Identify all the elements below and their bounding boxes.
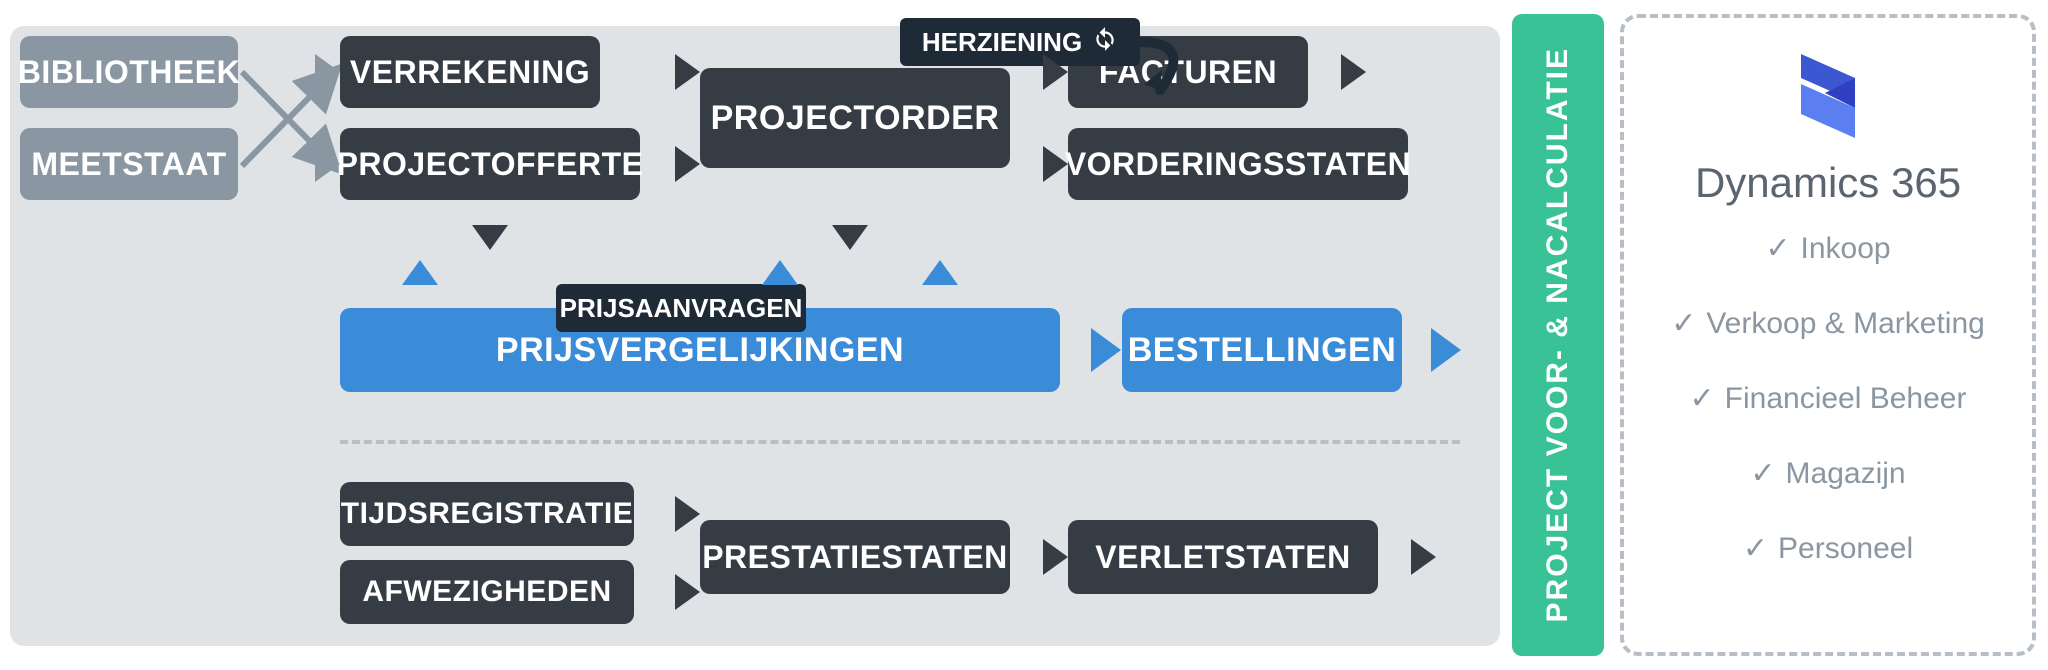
side-item: ✓ Financieel Beheer [1690,381,1967,416]
side-item-label: Personeel [1778,532,1913,566]
check-icon: ✓ [1671,306,1696,341]
refresh-icon [1092,26,1118,59]
arrow-prestatie-to-verlet [1043,539,1068,575]
arrow-prijsverg-up-c [922,260,958,285]
node-prestatiestaten: PRESTATIESTATEN [700,520,1010,594]
node-bibliotheek: BIBLIOTHEEK [20,36,238,108]
arrow-bibliotheek-to-verrekening [315,54,340,90]
arrow-projectorder-down [832,225,868,250]
arrow-prijsverg-up-a [402,260,438,285]
check-icon: ✓ [1743,531,1768,566]
arrow-prijsverg-to-bestellingen [1091,328,1121,372]
side-items-list: ✓ Inkoop ✓ Verkoop & Marketing ✓ Financieel B… [1671,231,1985,566]
label: HERZIENING [922,27,1082,58]
arrow-projectofferte-to-projectorder [675,146,700,182]
arrow-tijds-to-prestatie [675,496,700,532]
badge-prijsaanvragen: PRIJSAANVRAGEN [556,284,806,332]
dynamics-logo-icon [1780,48,1876,149]
label: TIJDSREGISTRATIE [341,497,633,531]
label: BIBLIOTHEEK [18,54,240,91]
side-item: ✓ Magazijn [1750,456,1905,491]
side-item-label: Verkoop & Marketing [1706,307,1984,341]
node-verrekening: VERREKENING [340,36,600,108]
flowchart-stage: BIBLIOTHEEK MEETSTAAT VERREKENING PROJEC… [0,0,2048,670]
node-vorderingsstaten: VORDERINGSSTATEN [1068,128,1408,200]
arrow-verrekening-to-projectorder [675,54,700,90]
side-item: ✓ Personeel [1743,531,1913,566]
arrow-verlet-out [1411,539,1436,575]
node-projectorder: PROJECTORDER [700,68,1010,168]
label: VORDERINGSSTATEN [1065,146,1411,183]
label: PRIJSVERGELIJKINGEN [496,331,904,370]
node-projectofferte: PROJECTOFFERTE [340,128,640,200]
arrow-bestellingen-out [1431,328,1461,372]
side-item-label: Inkoop [1801,232,1891,266]
arrow-projectofferte-down [472,225,508,250]
label: PRIJSAANVRAGEN [560,293,803,324]
green-bar-label: PROJECT VOOR- & NACALCULATIE [1541,47,1575,622]
label: PROJECTORDER [711,99,1000,138]
arrow-facturen-out [1341,54,1366,90]
herziening-loop-icon [1130,34,1190,104]
side-item: ✓ Verkoop & Marketing [1671,306,1985,341]
arrow-afwezig-to-prestatie [675,574,700,610]
label: PROJECTOFFERTE [337,146,644,183]
arrow-meetstaat-to-projectofferte [315,146,340,182]
check-icon: ✓ [1750,456,1775,491]
arrow-projectorder-to-vorderingsstaten [1043,146,1068,182]
arrow-projectorder-to-facturen [1043,54,1068,90]
node-bestellingen: BESTELLINGEN [1122,308,1402,392]
side-item-label: Magazijn [1786,457,1906,491]
green-project-bar: PROJECT VOOR- & NACALCULATIE [1512,14,1604,656]
label: VERREKENING [350,54,590,91]
side-item: ✓ Inkoop [1765,231,1890,266]
label: AFWEZIGHEDEN [362,575,611,609]
node-meetstaat: MEETSTAAT [20,128,238,200]
label: VERLETSTATEN [1095,539,1350,576]
node-tijdsregistratie: TIJDSREGISTRATIE [340,482,634,546]
label: BESTELLINGEN [1128,331,1397,370]
dashed-divider [340,440,1460,444]
label: MEETSTAAT [31,146,226,183]
label: PRESTATIESTATEN [702,539,1008,576]
badge-herziening: HERZIENING [900,18,1140,66]
check-icon: ✓ [1690,381,1715,416]
brand-title: Dynamics 365 [1695,159,1961,207]
node-verletstaten: VERLETSTATEN [1068,520,1378,594]
arrow-prijsverg-up-b [762,260,798,285]
node-afwezigheden: AFWEZIGHEDEN [340,560,634,624]
side-item-label: Financieel Beheer [1725,382,1967,416]
dynamics-side-panel: Dynamics 365 ✓ Inkoop ✓ Verkoop & Marketing… [1620,14,2036,656]
check-icon: ✓ [1765,231,1790,266]
